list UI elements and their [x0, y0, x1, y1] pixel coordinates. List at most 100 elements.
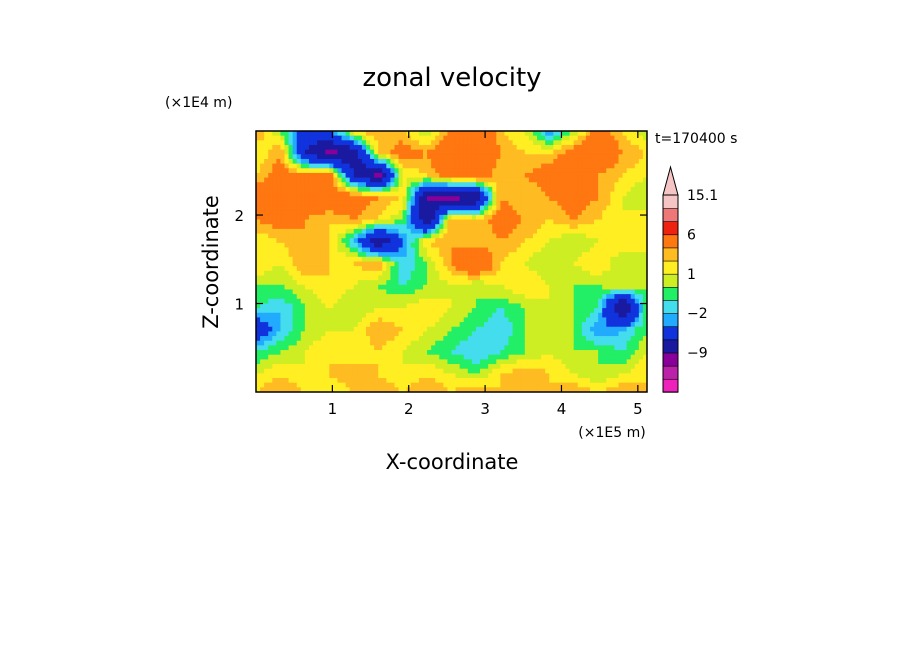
field-cell [484, 256, 489, 263]
field-cell [308, 354, 314, 360]
field-cell [288, 256, 294, 263]
field-cell [524, 331, 530, 337]
field-cell [459, 303, 465, 309]
field-cell [561, 280, 567, 286]
field-cell [357, 336, 363, 342]
field-cell [455, 149, 461, 155]
field-cell [565, 289, 571, 295]
field-cell [313, 340, 318, 346]
field-cell [422, 196, 428, 202]
field-cell [256, 317, 261, 323]
field-cell [459, 326, 465, 333]
field-cell [304, 247, 310, 253]
field-cell [410, 298, 416, 305]
field-cell [537, 266, 542, 272]
field-cell [443, 163, 449, 169]
field-cell [463, 308, 469, 314]
field-cell [492, 345, 497, 351]
field-cell [304, 331, 310, 337]
field-cell [341, 200, 347, 207]
field-cell [365, 364, 371, 370]
field-cell [565, 210, 571, 216]
field-cell [528, 210, 534, 216]
field-cell [443, 317, 449, 323]
field-cell [353, 196, 359, 202]
field-cell [300, 224, 306, 230]
field-cell [256, 135, 261, 141]
field-cell [549, 331, 554, 337]
field-cell [500, 242, 506, 249]
field-cell [516, 294, 522, 300]
field-cell [284, 191, 290, 197]
field-cell [414, 275, 420, 281]
field-cell [602, 158, 607, 165]
field-cell [504, 252, 510, 258]
field-cell [422, 345, 428, 351]
field-cell [268, 294, 273, 300]
field-cell [447, 205, 453, 211]
field-cell [496, 256, 501, 263]
field-cell [333, 275, 339, 281]
field-cell [459, 191, 465, 197]
field-cell [280, 163, 286, 169]
field-cell [268, 340, 273, 346]
field-cell [516, 266, 522, 272]
field-cell [422, 224, 428, 230]
field-cell [427, 158, 432, 165]
field-cell [634, 280, 640, 286]
field-cell [541, 200, 546, 207]
field-cell [439, 270, 444, 277]
field-cell [296, 326, 302, 333]
field-cell [414, 252, 420, 258]
field-cell [524, 368, 530, 374]
field-cell [504, 233, 510, 239]
field-cell [427, 210, 432, 216]
field-cell [545, 317, 550, 323]
field-cell [557, 331, 563, 337]
field-cell [443, 177, 449, 183]
field-cell [325, 280, 330, 286]
field-cell [300, 359, 306, 365]
field-cell [496, 298, 501, 305]
field-cell [427, 368, 432, 374]
field-cell [480, 214, 485, 221]
field-cell [447, 191, 453, 197]
field-cell [626, 266, 632, 272]
field-cell [642, 168, 647, 174]
field-cell [317, 284, 322, 291]
field-cell [480, 205, 485, 211]
field-cell [512, 177, 518, 183]
field-cell [561, 177, 567, 183]
field-cell [585, 280, 591, 286]
field-cell [602, 350, 607, 356]
field-cell [313, 266, 318, 272]
field-cell [512, 317, 518, 323]
field-cell [288, 177, 294, 183]
field-cell [357, 247, 363, 253]
field-cell [610, 336, 616, 342]
field-cell [337, 266, 343, 272]
field-cell [475, 359, 481, 365]
field-cell [402, 312, 408, 319]
field-cell [622, 196, 628, 202]
field-cell [585, 191, 591, 197]
field-cell [488, 205, 493, 211]
field-cell [264, 186, 269, 193]
field-cell [345, 144, 351, 151]
field-cell [398, 298, 404, 305]
field-cell [553, 219, 558, 225]
field-cell [431, 144, 436, 151]
field-cell [414, 256, 420, 263]
field-cell [337, 131, 343, 137]
field-cell [390, 336, 396, 342]
field-cell [508, 322, 514, 328]
field-cell [325, 191, 330, 197]
field-cell [394, 214, 400, 221]
field-cell [349, 294, 355, 300]
field-cell [349, 224, 355, 230]
field-cell [272, 345, 277, 351]
field-cell [638, 135, 644, 141]
field-cell [492, 364, 497, 370]
field-cell [488, 214, 493, 221]
field-cell [321, 242, 326, 249]
